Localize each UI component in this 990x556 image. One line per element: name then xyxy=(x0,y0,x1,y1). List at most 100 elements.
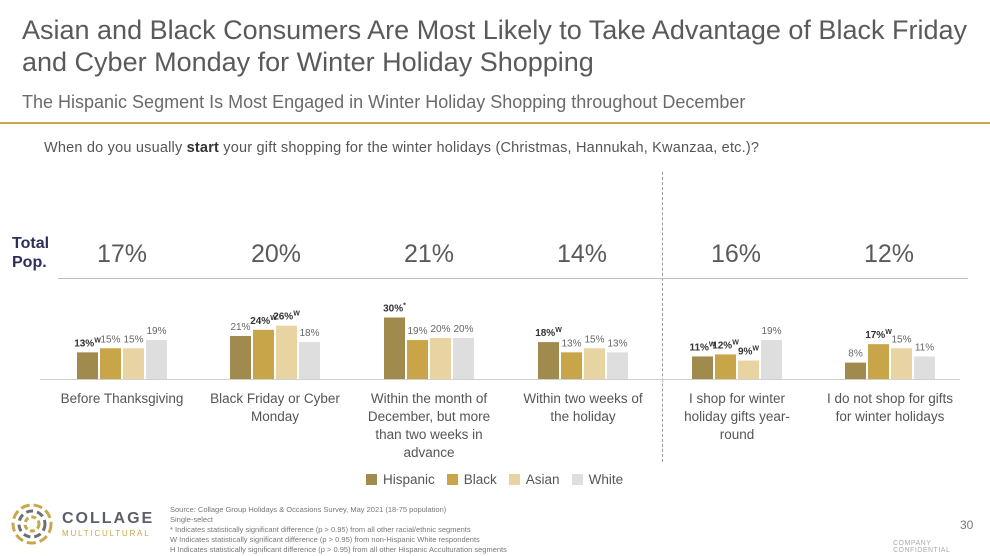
data-label-asian-4: 15% xyxy=(584,334,604,345)
bar-white-5 xyxy=(761,340,782,379)
legend-label-hispanic: Hispanic xyxy=(383,472,435,487)
data-label-white-2: 18% xyxy=(299,328,319,339)
total-pop-label: Total Pop. xyxy=(12,234,49,272)
data-label-black-1: 15% xyxy=(100,334,120,345)
bar-asian-6 xyxy=(891,348,912,379)
legend-item-asian: Asian xyxy=(508,472,560,487)
question-text-before: When do you usually xyxy=(44,140,187,156)
category-label-5: I shop for winter holiday gifts year-roun… xyxy=(662,390,812,444)
data-label-hispanic-3: 30%* xyxy=(383,303,406,315)
total-value-4: 14% xyxy=(556,240,608,268)
category-label-1-line-1: Before Thanksgiving xyxy=(60,391,184,406)
category-label-6-line-2: for winter holidays xyxy=(835,409,945,424)
data-label-hispanic-1: 13%W xyxy=(74,337,101,349)
data-label-white-4: 13% xyxy=(607,338,627,349)
category-label-2: Black Friday or Cyber Monday xyxy=(200,390,350,426)
bar-hispanic-3 xyxy=(384,317,405,379)
bar-hispanic-1 xyxy=(77,352,98,379)
legend-label-black: Black xyxy=(463,472,497,487)
category-label-5-line-3: round xyxy=(719,427,755,442)
legend-item-white: White xyxy=(571,472,624,487)
legend-swatch-asian xyxy=(508,474,520,485)
bar-asian-1 xyxy=(123,348,144,379)
bar-black-5 xyxy=(715,354,736,379)
total-value-2: 20% xyxy=(250,240,302,268)
data-label-black-3: 19% xyxy=(407,326,427,337)
total-baseline xyxy=(58,278,968,279)
total-value-3: 21% xyxy=(403,240,455,268)
data-label-asian-3: 20% xyxy=(430,324,450,335)
category-label-5-line-2: holiday gifts year- xyxy=(684,409,790,424)
bar-white-1 xyxy=(146,340,167,379)
category-label-3-line-1: Within the month of xyxy=(370,391,488,406)
legend-swatch-white xyxy=(571,474,583,485)
confidential-label: COMPANY CONFIDENTIAL xyxy=(893,540,951,554)
bar-asian-5 xyxy=(738,360,759,379)
bar-hispanic-2 xyxy=(230,335,251,379)
data-label-asian-5: 9%W xyxy=(738,346,759,358)
question-text-bold: start xyxy=(186,140,220,156)
data-label-white-3: 20% xyxy=(453,324,473,335)
data-label-hispanic-2: 21% xyxy=(230,322,250,333)
survey-question: When do you usually start your gift shop… xyxy=(44,140,759,156)
data-label-black-2: 24%W xyxy=(250,315,277,327)
category-label-4-line-2: the holiday xyxy=(550,409,616,424)
legend-label-white: White xyxy=(588,472,624,487)
grouped-bar-chart: 13%W 15% 15%19% 21%24%W26%W18%30%*19% 20% 20%… xyxy=(40,303,960,380)
total-label-line2: Pop. xyxy=(12,254,47,271)
bar-black-4 xyxy=(561,352,582,379)
category-label-4-line-1: Within two weeks of xyxy=(523,391,643,406)
data-label-white-6: 11% xyxy=(915,342,934,353)
category-label-1: Before Thanksgiving xyxy=(47,390,197,408)
page-number: 30 xyxy=(960,518,974,532)
bar-white-6 xyxy=(914,356,935,379)
total-value-1: 17% xyxy=(96,240,148,268)
category-label-2-line-2: Monday xyxy=(250,409,300,424)
bar-black-6 xyxy=(868,344,889,379)
slide-subtitle: The Hispanic Segment Is Most Engaged in … xyxy=(22,92,746,112)
category-label-6-line-1: I do not shop for gifts xyxy=(826,391,954,406)
data-label-hispanic-5: 11%W xyxy=(689,341,715,353)
legend-swatch-black xyxy=(446,474,458,485)
data-label-black-5: 12%W xyxy=(712,339,739,351)
data-label-asian-1: 15% xyxy=(123,334,143,345)
data-label-black-6: 17%W xyxy=(865,329,892,341)
section-divider xyxy=(662,172,663,462)
title-divider xyxy=(0,122,990,124)
footnote-source: Source: Collage Group Holidays & Occasio… xyxy=(170,505,447,514)
category-label-3-line-4: advance xyxy=(403,445,455,460)
question-text-after: your gift shopping for the winter holida… xyxy=(219,140,760,156)
legend-item-black: Black xyxy=(446,472,497,487)
category-label-4: Within two weeks of the holiday xyxy=(508,390,658,426)
legend-label-asian: Asian xyxy=(525,472,560,487)
data-label-hispanic-4: 18%W xyxy=(535,327,562,339)
category-label-3: Within the month of December, but more tha… xyxy=(354,390,504,462)
bar-black-1 xyxy=(100,348,121,379)
bar-black-3 xyxy=(407,340,428,379)
bar-black-2 xyxy=(253,329,274,379)
bar-white-3 xyxy=(453,338,474,379)
category-label-6: I do not shop for gifts for winter holida… xyxy=(815,390,965,426)
total-value-6: 12% xyxy=(863,240,915,268)
logo-subtext: MULTICULTURAL xyxy=(62,529,151,538)
data-label-asian-2: 26%W xyxy=(273,311,300,323)
bar-asian-4 xyxy=(584,348,605,379)
data-label-white-1: 19% xyxy=(146,326,166,337)
data-label-asian-6: 15% xyxy=(891,334,911,345)
legend-item-hispanic: Hispanic xyxy=(366,472,435,487)
total-label-line1: Total xyxy=(12,235,50,252)
category-label-5-line-1: I shop for winter xyxy=(688,391,786,406)
chart-legend: Hispanic Black Asian White xyxy=(366,472,623,487)
footnote-type: Single-select xyxy=(170,515,213,524)
collage-logo-icon xyxy=(11,503,53,545)
bar-asian-2 xyxy=(276,325,297,379)
footnote-asterisk: * Indicates statistically significant di… xyxy=(170,525,471,534)
source-footnote: Source: Collage Group Holidays & Occasio… xyxy=(170,505,507,555)
footnote-h: H Indicates statistically significant di… xyxy=(170,545,507,554)
logo-wordmark: COLLAGE xyxy=(62,510,155,527)
category-label-3-line-2: December, but more xyxy=(367,409,491,424)
bar-hispanic-6 xyxy=(845,362,866,379)
bar-white-2 xyxy=(299,342,320,379)
footnote-w: W Indicates statistically significant di… xyxy=(170,535,480,544)
category-label-2-line-1: Black Friday or Cyber xyxy=(210,391,340,406)
